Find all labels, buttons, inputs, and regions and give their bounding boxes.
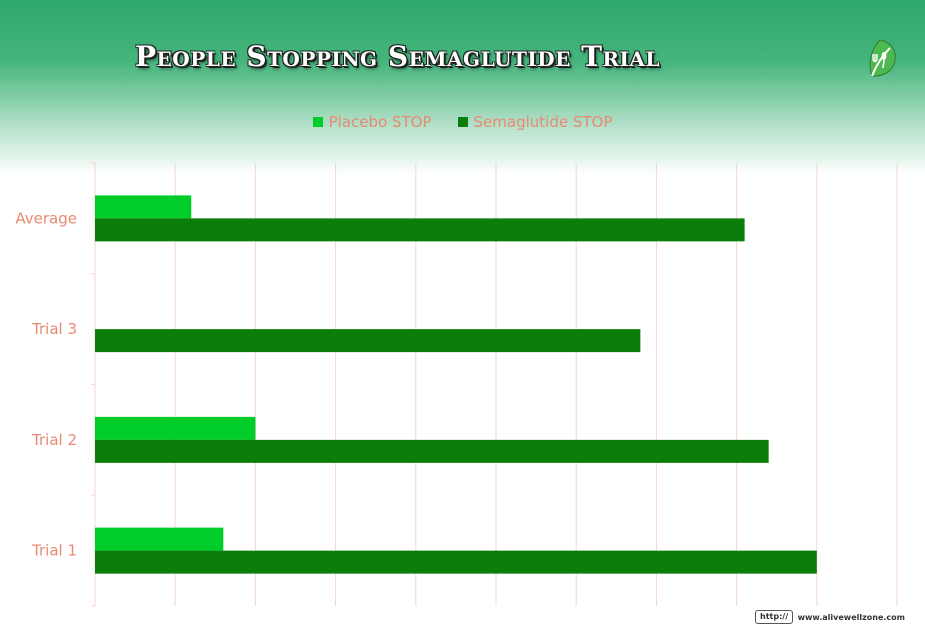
label-layer: Trial 1 Trial 2 Trial 3 Average [15,209,77,559]
category-label: Trial 1 [31,542,77,560]
watermark-protocol: http:// [755,610,794,624]
legend-item-semaglutide: Semaglutide STOP [457,113,613,131]
bar-semaglutide [95,218,745,242]
legend-swatch-placebo [312,117,323,127]
bar-semaglutide [95,550,817,574]
watermark-url: www.alivewellzone.com [797,612,905,622]
legend: Placebo STOP Semaglutide STOP [0,113,925,131]
legend-label-placebo: Placebo STOP [328,113,432,131]
watermark: http:// www.alivewellzone.com [755,608,905,626]
legend-item-placebo: Placebo STOP [312,113,432,131]
leaf-fork-spoon-logo-icon [869,39,896,77]
bar-semaglutide [95,329,641,353]
category-label: Trial 2 [31,431,77,449]
category-label: Average [15,209,77,227]
bar-layer [95,195,817,574]
bar-placebo [95,416,256,440]
header-band [0,0,925,175]
bar-placebo [95,195,192,219]
legend-swatch-semaglutide [457,117,468,127]
category-label: Trial 3 [31,320,77,338]
bar-semaglutide [95,439,769,463]
chart-title: People Stopping Semaglutide Trial [135,40,660,73]
legend-label-semaglutide: Semaglutide STOP [473,113,613,131]
bar-placebo [95,527,224,551]
